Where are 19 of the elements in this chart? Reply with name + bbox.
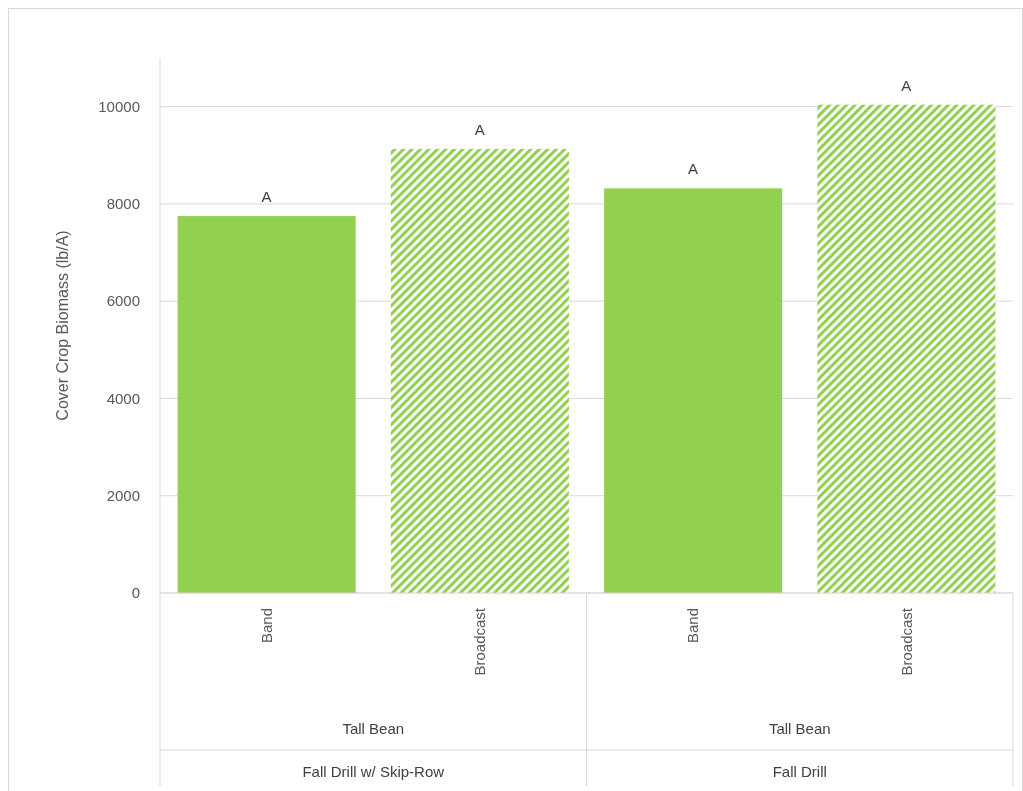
text: Tall Bean xyxy=(768,720,831,738)
x-tick-label: Broadcast xyxy=(897,607,915,676)
data-label: A xyxy=(261,188,272,206)
data-label: A xyxy=(474,120,485,138)
text: Fall Drill w/ Skip-Row xyxy=(302,763,445,781)
y-axis-title: Cover Crop Biomass (lb/A) xyxy=(54,230,71,421)
x-tick-label: Broadcast xyxy=(471,607,489,676)
x-tick-label: Band xyxy=(684,608,702,644)
y-tick-label: 10000 xyxy=(98,97,140,115)
y-tick-label: 0 xyxy=(131,584,140,602)
y-tick-label: 8000 xyxy=(106,195,140,213)
y-tick-label: 6000 xyxy=(106,292,140,310)
y-tick-label: 4000 xyxy=(106,389,140,407)
text: Tall Bean xyxy=(342,720,405,738)
text: Fall Drill xyxy=(772,763,827,781)
data-label: A xyxy=(688,160,699,178)
data-label: A xyxy=(901,76,912,94)
x-tick-label: Band xyxy=(257,608,275,644)
y-tick-label: 2000 xyxy=(106,486,140,504)
